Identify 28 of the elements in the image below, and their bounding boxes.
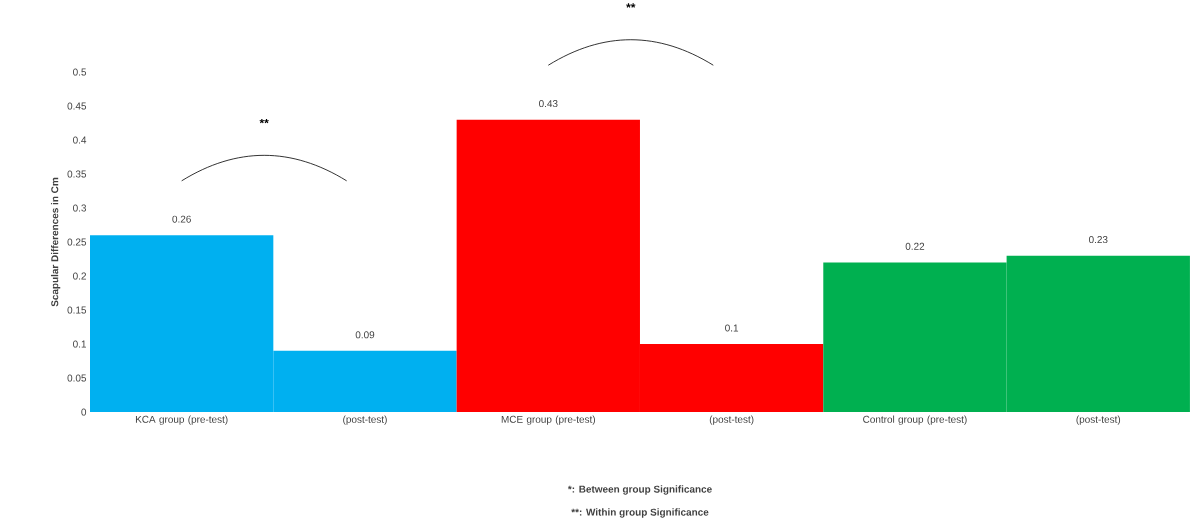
x-tick-label: KCA group (pre-test) [135, 415, 228, 425]
y-tick-label: 0.3 [73, 204, 87, 212]
y-axis-title: Scapular Differences in Cm [50, 177, 61, 307]
y-tick-label: 0.5 [73, 68, 87, 76]
y-tick-label: 0 [81, 408, 87, 416]
data-label: 0.1 [725, 324, 739, 332]
x-tick-label: (post-test) [1076, 415, 1121, 425]
text: **: Within group Significance [571, 508, 709, 518]
text: *: Between group Significance [567, 485, 712, 495]
data-label: 0.43 [539, 100, 558, 108]
data-label: 0.23 [1088, 236, 1108, 244]
y-tick-label: 0.35 [67, 170, 87, 178]
x-tick-label: (post-test) [709, 415, 754, 425]
y-tick-label: 0.15 [67, 306, 87, 314]
data-label: 0.26 [172, 215, 191, 223]
y-tick-label: 0.25 [67, 238, 87, 246]
data-label: 0.22 [905, 242, 925, 250]
x-tick-label: Control group (pre-test) [863, 415, 967, 425]
x-tick-label: MCE group (pre-test) [501, 415, 596, 425]
y-tick-label: 0.45 [67, 102, 87, 110]
text: ** [626, 3, 636, 8]
y-tick-label: 0.05 [67, 374, 87, 382]
y-tick-label: 0.4 [73, 136, 87, 144]
x-tick-label: (post-test) [343, 415, 387, 425]
y-tick-label: 0.2 [73, 272, 86, 280]
data-label: 0.09 [355, 331, 375, 339]
y-tick-label: 0.1 [73, 340, 87, 348]
annotation: ** [259, 118, 269, 124]
